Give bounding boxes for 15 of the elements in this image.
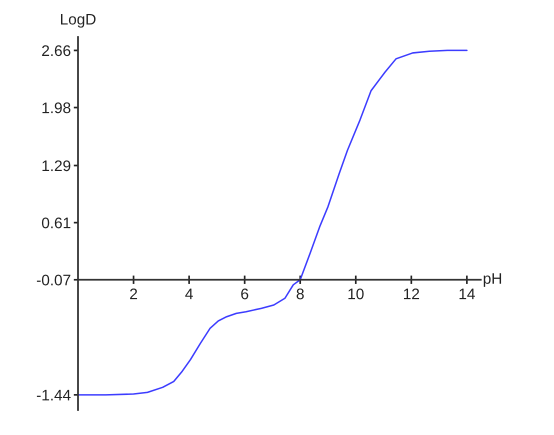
y-axis-title: LogD	[60, 14, 96, 28]
x-tick-label: 2	[130, 288, 138, 300]
y-tick-label: 1.98	[42, 102, 70, 114]
x-axis-title: pH	[484, 273, 502, 287]
y-tick-label: -1.44	[36, 390, 71, 400]
x-tick-label: 14	[460, 288, 475, 300]
x-tick-label: 8	[296, 288, 304, 300]
x-tick-label: 6	[241, 288, 248, 300]
x-tick-label: 12	[404, 288, 420, 300]
y-tick-label: -0.07	[36, 274, 70, 286]
y-tick-label: 1.29	[42, 160, 70, 172]
y-tick-label: 2.66	[42, 45, 70, 56]
y-tick-label: 0.61	[42, 218, 70, 228]
x-tick-label: 4	[185, 288, 193, 300]
x-tick-label: 10	[348, 288, 364, 300]
